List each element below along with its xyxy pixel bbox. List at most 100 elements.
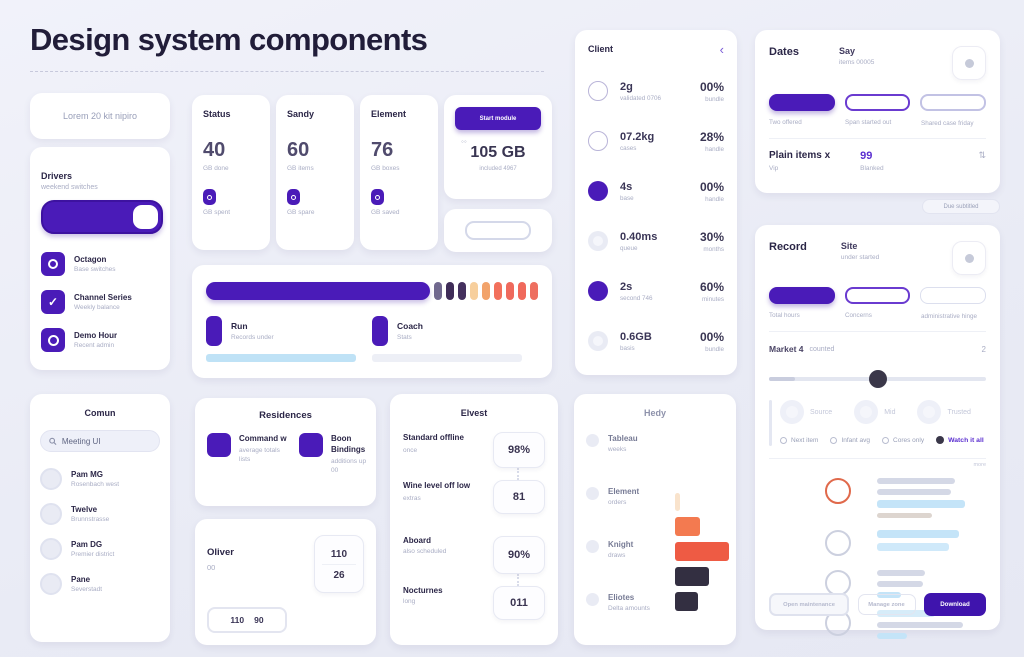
- tertiary-button[interactable]: [920, 94, 986, 111]
- hedy-bar: [675, 493, 680, 511]
- chevron-left-icon[interactable]: ‹: [719, 41, 724, 57]
- hedy-bar: [675, 592, 698, 611]
- hedy-bar: [675, 567, 709, 586]
- oliver-pill-right: 90: [254, 615, 264, 625]
- contact-subtitle: Rosenbach west: [71, 481, 120, 488]
- stat-icon-caption: GB saved: [371, 209, 400, 216]
- radio-icon[interactable]: [825, 530, 851, 557]
- residence-icon: [207, 433, 231, 457]
- drivers-subtitle: weekend switches: [41, 184, 98, 191]
- highlighted-text-bar: [877, 530, 959, 539]
- primary-button[interactable]: [769, 287, 835, 304]
- big-toggle[interactable]: [41, 200, 163, 234]
- empty-outline-button[interactable]: [465, 221, 531, 240]
- radio-option[interactable]: Cores only: [882, 436, 924, 444]
- drivers-item-title: Octagon: [74, 255, 107, 264]
- client-pct: 60%: [699, 279, 724, 294]
- option-row[interactable]: [769, 530, 986, 557]
- toggle-knob-icon: [133, 205, 158, 229]
- client-value-caption: cases: [620, 144, 637, 152]
- client-value-caption: basis: [620, 344, 635, 352]
- client-value: 2g: [620, 80, 633, 93]
- oliver-pill-left: 110: [230, 615, 245, 625]
- storage-value: 105 GB: [470, 144, 526, 161]
- client-title: Client: [588, 44, 614, 54]
- stat-icon: [287, 189, 300, 205]
- dates-subtitle: Say: [838, 46, 855, 56]
- text-placeholder-bar: [877, 592, 901, 599]
- elvest-card: Elvest Standard offline once 98% Wine le…: [390, 394, 558, 645]
- radio-option[interactable]: Infant avg: [830, 436, 870, 444]
- card-menu-button[interactable]: [952, 241, 986, 275]
- slider-knob[interactable]: [868, 370, 887, 389]
- client-value-caption: validated 0706: [620, 94, 661, 102]
- residence-item-title: Command w: [239, 434, 287, 443]
- contact-row[interactable]: Pane Severstadt: [40, 573, 160, 595]
- stat-icon-caption: GB spent: [203, 209, 231, 216]
- stat-value: 60: [287, 139, 310, 161]
- legend-icon: [206, 316, 222, 346]
- secondary-button[interactable]: [844, 94, 911, 111]
- client-row[interactable]: 07.2kg cases 28% handle: [588, 121, 724, 161]
- client-row[interactable]: 4s base 00% handle: [588, 171, 724, 211]
- contact-row[interactable]: Pam MG Rosenbach west: [40, 468, 160, 490]
- client-row[interactable]: 2g validated 0706 00% bundle: [588, 71, 724, 111]
- client-row[interactable]: 2s second 746 60% minutes: [588, 271, 724, 311]
- oliver-stacked-chip: 110 26: [314, 535, 364, 593]
- progress-segment: [506, 282, 515, 300]
- radio-icon-highlight[interactable]: [825, 478, 851, 505]
- status-circle-filled: [588, 281, 608, 301]
- card-menu-button[interactable]: [952, 46, 986, 80]
- plain-items-caption: Vip: [769, 165, 779, 173]
- slider[interactable]: [769, 370, 986, 389]
- residence-item-sub: 00: [331, 467, 339, 475]
- text-placeholder-bar: [877, 570, 925, 577]
- drivers-item[interactable]: Octagon Base switches: [41, 252, 159, 276]
- slider-fill: [769, 377, 795, 382]
- contact-row[interactable]: Twelve Brunnstrasse: [40, 503, 160, 525]
- residence-item[interactable]: Boon Bindings additions up 00: [299, 433, 383, 474]
- drivers-item-subtitle: Weekly balance: [74, 304, 120, 311]
- drivers-item[interactable]: ✓ Channel Series Weekly balance: [41, 290, 159, 314]
- sort-icon[interactable]: ⇅: [978, 150, 986, 161]
- search-input[interactable]: [40, 430, 160, 452]
- footer-button-outline[interactable]: Open maintenance: [769, 593, 849, 616]
- radio-option[interactable]: Next item: [780, 436, 818, 444]
- search-field[interactable]: [61, 436, 151, 446]
- storage-button[interactable]: Start module: [455, 107, 541, 130]
- text-placeholder-bar: [877, 622, 963, 629]
- contact-row[interactable]: Pam DG Premier district: [40, 538, 160, 560]
- footer-button-ghost[interactable]: Manage zone: [857, 594, 916, 615]
- faded-circle-option[interactable]: Trusted: [917, 400, 971, 425]
- secondary-button[interactable]: [844, 287, 911, 304]
- client-row[interactable]: 0.6GB basis 00% bundle: [588, 321, 724, 361]
- client-pct-caption: handle: [705, 195, 724, 203]
- progress-main-segment: [206, 282, 431, 300]
- dot-icon: [964, 58, 974, 68]
- download-pill-button[interactable]: Due subtitled: [922, 199, 1000, 214]
- oliver-pill[interactable]: 110 90: [207, 607, 287, 633]
- legend-subtitle: Records under: [231, 334, 274, 341]
- faded-circle-option[interactable]: Source: [780, 400, 832, 425]
- footer-button-primary[interactable]: Download: [924, 593, 986, 616]
- option-row[interactable]: [769, 478, 986, 519]
- drivers-item[interactable]: Demo Hour Recent admin: [41, 328, 159, 352]
- progress-segment: [518, 282, 527, 300]
- client-row[interactable]: 0.40ms queue 30% months: [588, 221, 724, 261]
- record-card: Record Site under started Total hours Co…: [755, 225, 1000, 640]
- contacts-title: Comun: [84, 408, 116, 418]
- market-caption: counted: [809, 345, 835, 353]
- primary-button[interactable]: [769, 94, 835, 111]
- elvest-row: Wine level off low extras 81: [403, 480, 545, 514]
- faded-circle-option[interactable]: Mid: [854, 400, 895, 425]
- residence-item[interactable]: Command w average totals lists: [207, 433, 287, 463]
- status-circle-muted: [588, 331, 608, 351]
- hedy-bar: [675, 517, 700, 536]
- residences-card: Residences Command w average totals list…: [195, 398, 376, 506]
- radio-option-selected[interactable]: Watch it all: [936, 436, 984, 445]
- dot-icon: [586, 487, 599, 500]
- radio-icon: [882, 436, 890, 444]
- tertiary-button[interactable]: [920, 287, 986, 304]
- radio-icon: [780, 436, 787, 444]
